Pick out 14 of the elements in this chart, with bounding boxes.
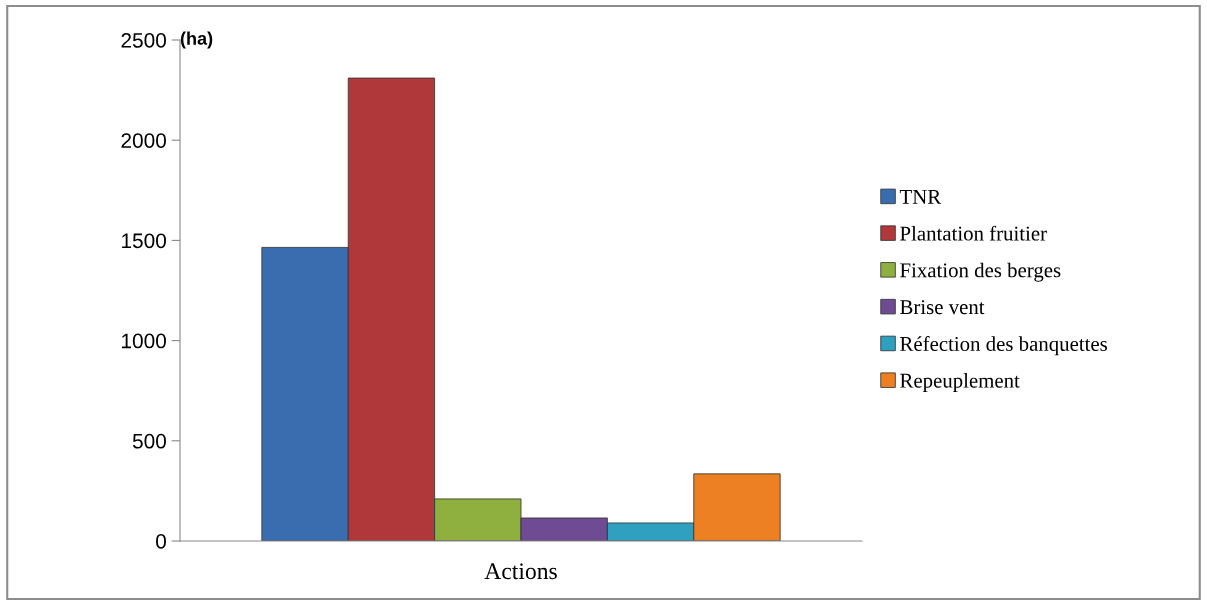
y-tick-label: 1000 bbox=[122, 333, 166, 349]
y-tick-label: 2000 bbox=[121, 133, 166, 148]
legend-label: Réfection des banquettes bbox=[900, 336, 1108, 356]
legend-label: TNR bbox=[899, 190, 942, 204]
y-tick-label: 1500 bbox=[122, 233, 166, 249]
y-axis-title: (ha) bbox=[180, 31, 213, 49]
legend-label: Fixation des berges bbox=[900, 262, 1061, 282]
legend-label: Repeuplement bbox=[900, 373, 1020, 392]
y-tick-label: 2500 bbox=[121, 33, 166, 48]
y-tick-label: 0 bbox=[156, 534, 166, 549]
legend-label: Brise vent bbox=[900, 300, 985, 315]
x-axis-title: Actions bbox=[484, 563, 557, 580]
y-tick-label: 500 bbox=[132, 433, 166, 449]
legend-label: Plantation fruitier bbox=[900, 225, 1047, 241]
